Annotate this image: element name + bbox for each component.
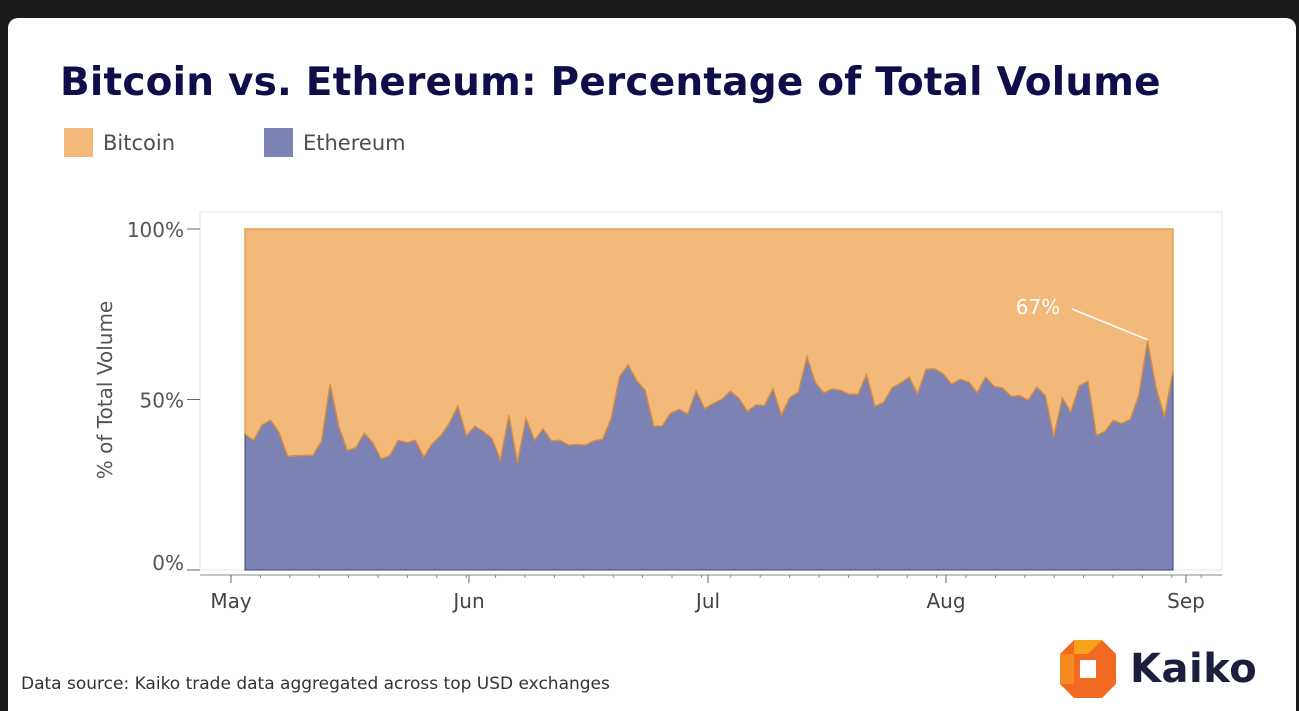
legend-item-ethereum[interactable]: Ethereum — [264, 128, 406, 157]
kaiko-logo-text: Kaiko — [1130, 646, 1258, 692]
x-tick-label-sep: Sep — [1167, 589, 1205, 613]
x-tick-label-aug: Aug — [926, 589, 965, 613]
x-tick-label-may: May — [210, 589, 252, 613]
legend-swatch-bitcoin — [64, 128, 93, 157]
legend-swatch-ethereum — [264, 128, 293, 157]
data-source-note: Data source: Kaiko trade data aggregated… — [21, 674, 610, 694]
legend-item-bitcoin[interactable]: Bitcoin — [64, 128, 175, 157]
legend-label-bitcoin: Bitcoin — [103, 130, 176, 155]
series-boundary-line — [244, 341, 1174, 464]
y-tick-label-50: 50% — [140, 389, 184, 413]
annotation-label: 67% — [1016, 295, 1060, 319]
legend-label-ethereum: Ethereum — [303, 130, 406, 155]
annotation-leader-line — [1071, 308, 1148, 341]
window-top-bar — [0, 0, 1299, 18]
kaiko-logo[interactable]: Kaiko — [1060, 640, 1257, 698]
y-tick-label-100: 100% — [127, 218, 184, 242]
y-axis-label: % of Total Volume — [93, 301, 117, 479]
x-tick-label-jun: Jun — [451, 589, 484, 613]
kaiko-logo-icon — [1060, 640, 1116, 698]
y-tick-label-0: 0% — [152, 551, 184, 575]
chart-title: Bitcoin vs. Ethereum: Percentage of Tota… — [60, 60, 1161, 105]
x-tick-label-jul: Jul — [694, 589, 720, 613]
